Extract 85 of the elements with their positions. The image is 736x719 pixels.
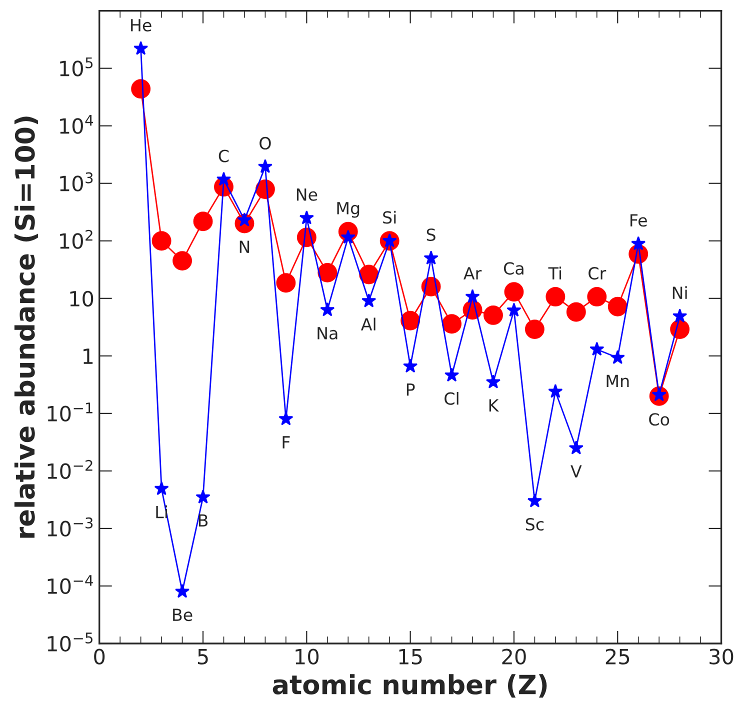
y-tick-label: 10$^{4}$ [60, 114, 93, 134]
y-tick-label: 10 [70, 290, 94, 307]
annotation: Al [360, 318, 376, 330]
point [131, 79, 151, 99]
x-tick-label: 20 [502, 648, 526, 664]
point [486, 374, 501, 388]
x-axis-title: atomic number (Z) [272, 674, 547, 698]
y-tick-label: 10$^{−1}$ [48, 402, 92, 422]
annotation: Cr [588, 266, 606, 280]
point [276, 273, 296, 293]
point [172, 251, 192, 271]
x-tick-label: 5 [198, 649, 208, 664]
point [546, 286, 566, 306]
annotation: Ar [464, 267, 482, 280]
point [174, 584, 190, 598]
annotation: Ti [548, 266, 562, 280]
annotation: Fe [630, 214, 647, 227]
annotation: O [260, 136, 271, 150]
annotation: B [198, 514, 208, 526]
annotation: Be [173, 608, 192, 622]
annotation: Si [383, 210, 396, 224]
point [465, 289, 480, 304]
y-tick-label: 10$^{3}$ [60, 172, 93, 192]
point [610, 350, 625, 364]
point [587, 286, 607, 306]
y-tick-label: 10$^{−5}$ [48, 632, 92, 652]
y-tick-label: 1 [84, 348, 93, 364]
y-tick-label: 10$^{5}$ [60, 57, 93, 76]
point [631, 236, 646, 250]
x-tick-label: 10 [296, 648, 319, 664]
point [299, 210, 314, 224]
point [590, 342, 604, 356]
point [548, 384, 563, 398]
annotation: Ca [504, 262, 524, 275]
annotation: C [218, 150, 229, 162]
y-tick-label: 10$^{−2}$ [48, 460, 92, 479]
annotation: P [406, 383, 415, 396]
annotation: N [240, 240, 250, 253]
annotation: S [426, 228, 436, 242]
point [424, 250, 438, 264]
y-tick-label: 10$^{−3}$ [48, 517, 93, 537]
point [362, 293, 376, 308]
annotation: Cl [444, 392, 458, 405]
annotation: Ne [296, 188, 318, 201]
x-tick-label: 30 [710, 648, 734, 664]
point [216, 172, 232, 186]
point [504, 282, 524, 302]
x-tick-label: 15 [399, 649, 422, 664]
annotation: F [282, 436, 290, 448]
point [527, 493, 542, 508]
point [193, 212, 213, 232]
point [196, 490, 210, 504]
point [672, 308, 688, 323]
point [359, 264, 379, 284]
annotation: He [131, 19, 152, 32]
point [258, 159, 273, 173]
x-tick-label: 0 [94, 648, 105, 664]
y-tick-label: 10$^{−4}$ [48, 575, 93, 594]
annotation: Na [318, 327, 338, 340]
annotation: Co [649, 413, 670, 426]
annotation: K [489, 399, 500, 412]
x-tick-label: 25 [606, 648, 630, 664]
annotation: V [570, 465, 582, 478]
point [608, 296, 628, 316]
point [506, 302, 522, 317]
point [400, 310, 420, 330]
annotation: Sc [526, 518, 544, 531]
point [566, 302, 586, 322]
point [320, 302, 335, 316]
point [134, 40, 148, 55]
annotation: Mg [337, 202, 360, 218]
point [524, 320, 544, 340]
point [318, 262, 338, 282]
point [278, 411, 294, 426]
y-tick-label: 10$^{2}$ [60, 230, 92, 249]
point [154, 481, 169, 496]
y-axis-title: relative abundance (Si=100) [14, 116, 38, 538]
point [484, 305, 503, 325]
point [444, 368, 460, 382]
point [568, 440, 584, 454]
point [403, 358, 418, 373]
point [442, 314, 462, 334]
annotation: Ni [672, 286, 687, 299]
point [152, 231, 172, 251]
annotation: Mn [606, 374, 629, 388]
